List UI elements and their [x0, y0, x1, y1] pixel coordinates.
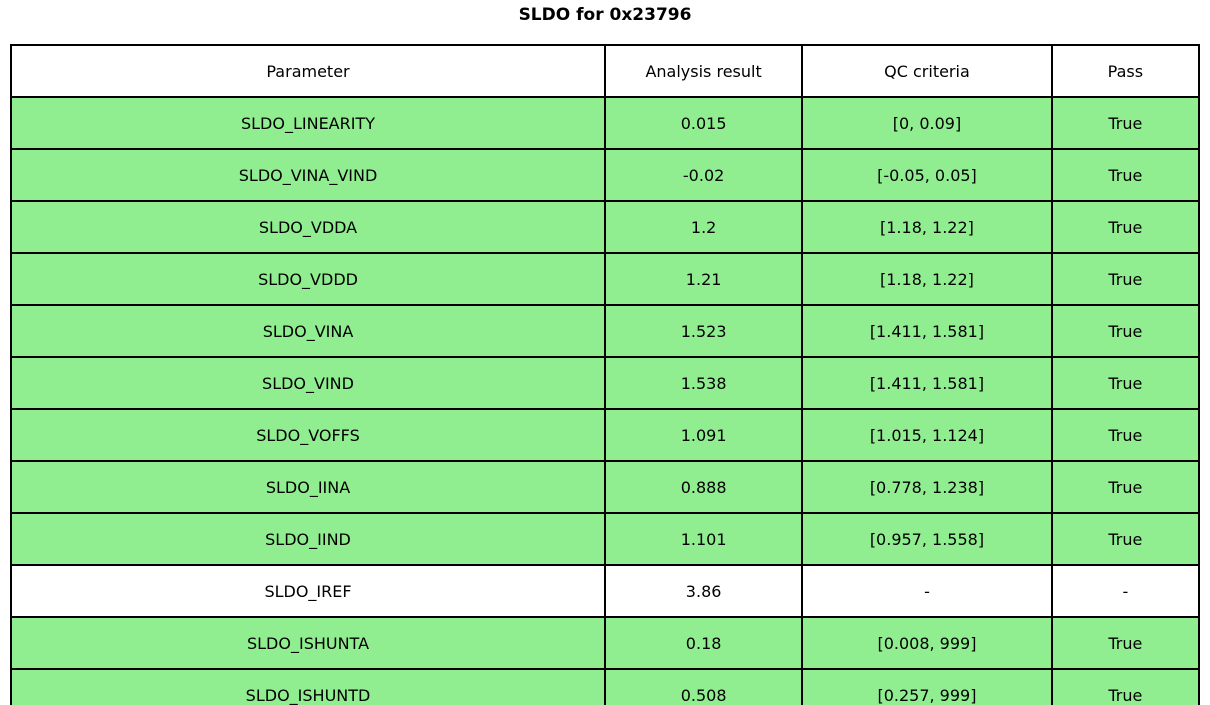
cell-pass: True — [1050, 304, 1201, 358]
cell-analysis-result: 3.86 — [604, 564, 804, 618]
cell-analysis-result: 1.21 — [604, 252, 804, 306]
cell-pass: True — [1050, 96, 1201, 150]
cell-qc-criteria: [1.015, 1.124] — [801, 408, 1053, 462]
cell-parameter: SLDO_VDDA — [9, 200, 607, 254]
cell-analysis-result: 1.2 — [604, 200, 804, 254]
cell-analysis-result: 1.091 — [604, 408, 804, 462]
table-row: SLDO_ISHUNTA 0.18 [0.008, 999] True — [9, 616, 1201, 670]
cell-qc-criteria: [1.18, 1.22] — [801, 252, 1053, 306]
cell-pass: True — [1050, 356, 1201, 410]
cell-parameter: SLDO_IIND — [9, 512, 607, 566]
table-row: SLDO_IREF 3.86- - — [9, 564, 1201, 618]
cell-analysis-result: 0.888 — [604, 460, 804, 514]
cell-pass: - — [1050, 564, 1201, 618]
table-header: Parameter Analysis result QC criteria Pass — [9, 44, 1201, 98]
cell-analysis-result: -0.02 — [604, 148, 804, 202]
cell-parameter: SLDO_IREF — [9, 564, 607, 618]
table-row: SLDO_VIND 1.538 [1.411, 1.581] True — [9, 356, 1201, 410]
cell-parameter: SLDO_VIND — [9, 356, 607, 410]
table-row: SLDO_IIND 1.101 [0.957, 1.558] True — [9, 512, 1201, 566]
cell-analysis-result: 0.015 — [604, 96, 804, 150]
cell-qc-criteria: [1.411, 1.581] — [801, 304, 1053, 358]
table-body: SLDO_LINEARITY 0.015 [0, 0.09] True SLDO_VIN… — [9, 96, 1201, 705]
cell-analysis-result: 1.538 — [604, 356, 804, 410]
cell-parameter: SLDO_ISHUNTD — [9, 668, 607, 705]
cell-pass: True — [1050, 252, 1201, 306]
cell-analysis-result: 0.18 — [604, 616, 804, 670]
cell-pass: True — [1050, 408, 1201, 462]
cell-qc-criteria: [0.778, 1.238] — [801, 460, 1053, 514]
cell-qc-criteria: [0, 0.09] — [801, 96, 1053, 150]
cell-qc-criteria: - — [801, 564, 1053, 618]
cell-parameter: SLDO_VDDD — [9, 252, 607, 306]
column-header: Analysis result — [604, 44, 804, 98]
cell-parameter: SLDO_VINA_VIND — [9, 148, 607, 202]
table-row: SLDO_ISHUNTD 0.508 [0.257, 999] True — [9, 668, 1201, 705]
cell-analysis-result: 1.523 — [604, 304, 804, 358]
table-row: SLDO_IINA 0.888 [0.778, 1.238] True — [9, 460, 1201, 514]
table-row: SLDO_VOFFS 1.091 [1.015, 1.124] True — [9, 408, 1201, 462]
cell-pass: True — [1050, 148, 1201, 202]
cell-qc-criteria: [1.18, 1.22] — [801, 200, 1053, 254]
header-row: Parameter Analysis result QC criteria Pass — [9, 44, 1201, 98]
table-row: SLDO_VINA_VIND -0.02 [-0.05, 0.05] True — [9, 148, 1201, 202]
cell-parameter: SLDO_VOFFS — [9, 408, 607, 462]
column-header: Parameter — [9, 44, 607, 98]
table-row: SLDO_VINA 1.523 [1.411, 1.581] True — [9, 304, 1201, 358]
table-row: SLDO_VDDA 1.2 [1.18, 1.22] True — [9, 200, 1201, 254]
cell-pass: True — [1050, 512, 1201, 566]
cell-qc-criteria: [0.257, 999] — [801, 668, 1053, 705]
table-row: SLDO_LINEARITY 0.015 [0, 0.09] True — [9, 96, 1201, 150]
cell-qc-criteria: [0.008, 999] — [801, 616, 1053, 670]
cell-qc-criteria: [0.957, 1.558] — [801, 512, 1053, 566]
cell-analysis-result: 0.508 — [604, 668, 804, 705]
cell-qc-criteria: [-0.05, 0.05] — [801, 148, 1053, 202]
cell-parameter: SLDO_IINA — [9, 460, 607, 514]
cell-parameter: SLDO_ISHUNTA — [9, 616, 607, 670]
column-header: Pass — [1050, 44, 1201, 98]
cell-pass: True — [1050, 668, 1201, 705]
qc-results-table: Parameter Analysis result QC criteria Pass … — [9, 44, 1201, 705]
column-header: QC criteria — [801, 44, 1053, 98]
chart-title: SLDO for 0x23796 — [518, 5, 692, 25]
table-row: SLDO_VDDD 1.21 [1.18, 1.22] True — [9, 252, 1201, 306]
cell-qc-criteria: [1.411, 1.581] — [801, 356, 1053, 410]
cell-pass: True — [1050, 460, 1201, 514]
cell-pass: True — [1050, 200, 1201, 254]
cell-analysis-result: 1.101 — [604, 512, 804, 566]
cell-parameter: SLDO_VINA — [9, 304, 607, 358]
cell-parameter: SLDO_LINEARITY — [9, 96, 607, 150]
cell-pass: True — [1050, 616, 1201, 670]
